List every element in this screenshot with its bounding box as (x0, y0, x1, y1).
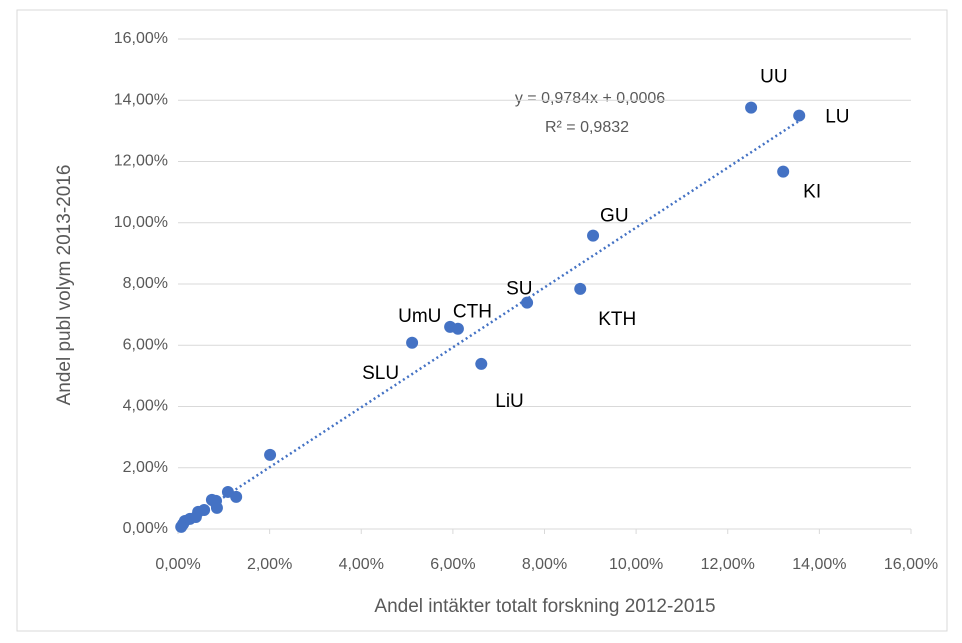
x-tick-label: 16,00% (884, 556, 938, 573)
x-tick-label: 12,00% (701, 556, 755, 573)
x-tick-label: 10,00% (609, 556, 663, 573)
y-tick-label: 16,00% (114, 30, 168, 47)
point (210, 501, 223, 514)
x-axis-title: Andel intäkter totalt forskning 2012-201… (374, 596, 715, 617)
y-tick-label: 4,00% (123, 398, 168, 415)
point-label: UmU (398, 306, 441, 327)
point (574, 282, 587, 295)
point (406, 336, 419, 349)
x-tick-label: 4,00% (339, 556, 384, 573)
point (745, 101, 758, 114)
y-tick-label: 6,00% (123, 336, 168, 353)
point (521, 296, 534, 309)
point (230, 490, 243, 503)
trendline-r-squared: R² = 0,9832 (545, 119, 629, 136)
point-label: LiU (495, 391, 524, 412)
point (175, 520, 188, 533)
point-label: GU (600, 206, 629, 227)
point-label: CTH (453, 302, 492, 323)
x-tick-label: 6,00% (430, 556, 475, 573)
y-tick-label: 8,00% (123, 275, 168, 292)
y-tick-label: 10,00% (114, 214, 168, 231)
y-tick-label: 14,00% (114, 91, 168, 108)
point-label: LU (825, 107, 849, 128)
x-tick-label: 2,00% (247, 556, 292, 573)
x-tick-label: 8,00% (522, 556, 567, 573)
x-tick-label: 14,00% (792, 556, 846, 573)
point-label: KTH (598, 309, 636, 330)
point-label: UU (760, 67, 787, 88)
point (264, 448, 277, 461)
point (777, 165, 790, 178)
trendline (180, 119, 800, 527)
point-label: SLU (362, 363, 399, 384)
y-tick-label: 0,00% (123, 520, 168, 537)
trendline-equation: y = 0,9784x + 0,0006 (515, 90, 665, 107)
point (587, 229, 600, 242)
chart-frame (16, 9, 948, 632)
point (475, 357, 488, 370)
y-tick-label: 12,00% (114, 153, 168, 170)
point (444, 320, 457, 333)
point-label: KI (803, 182, 821, 203)
point (793, 109, 806, 122)
y-tick-label: 2,00% (123, 459, 168, 476)
y-axis-title: Andel publ volym 2013-2016 (54, 165, 75, 406)
point-label: SU (506, 279, 532, 300)
x-tick-label: 0,00% (155, 556, 200, 573)
